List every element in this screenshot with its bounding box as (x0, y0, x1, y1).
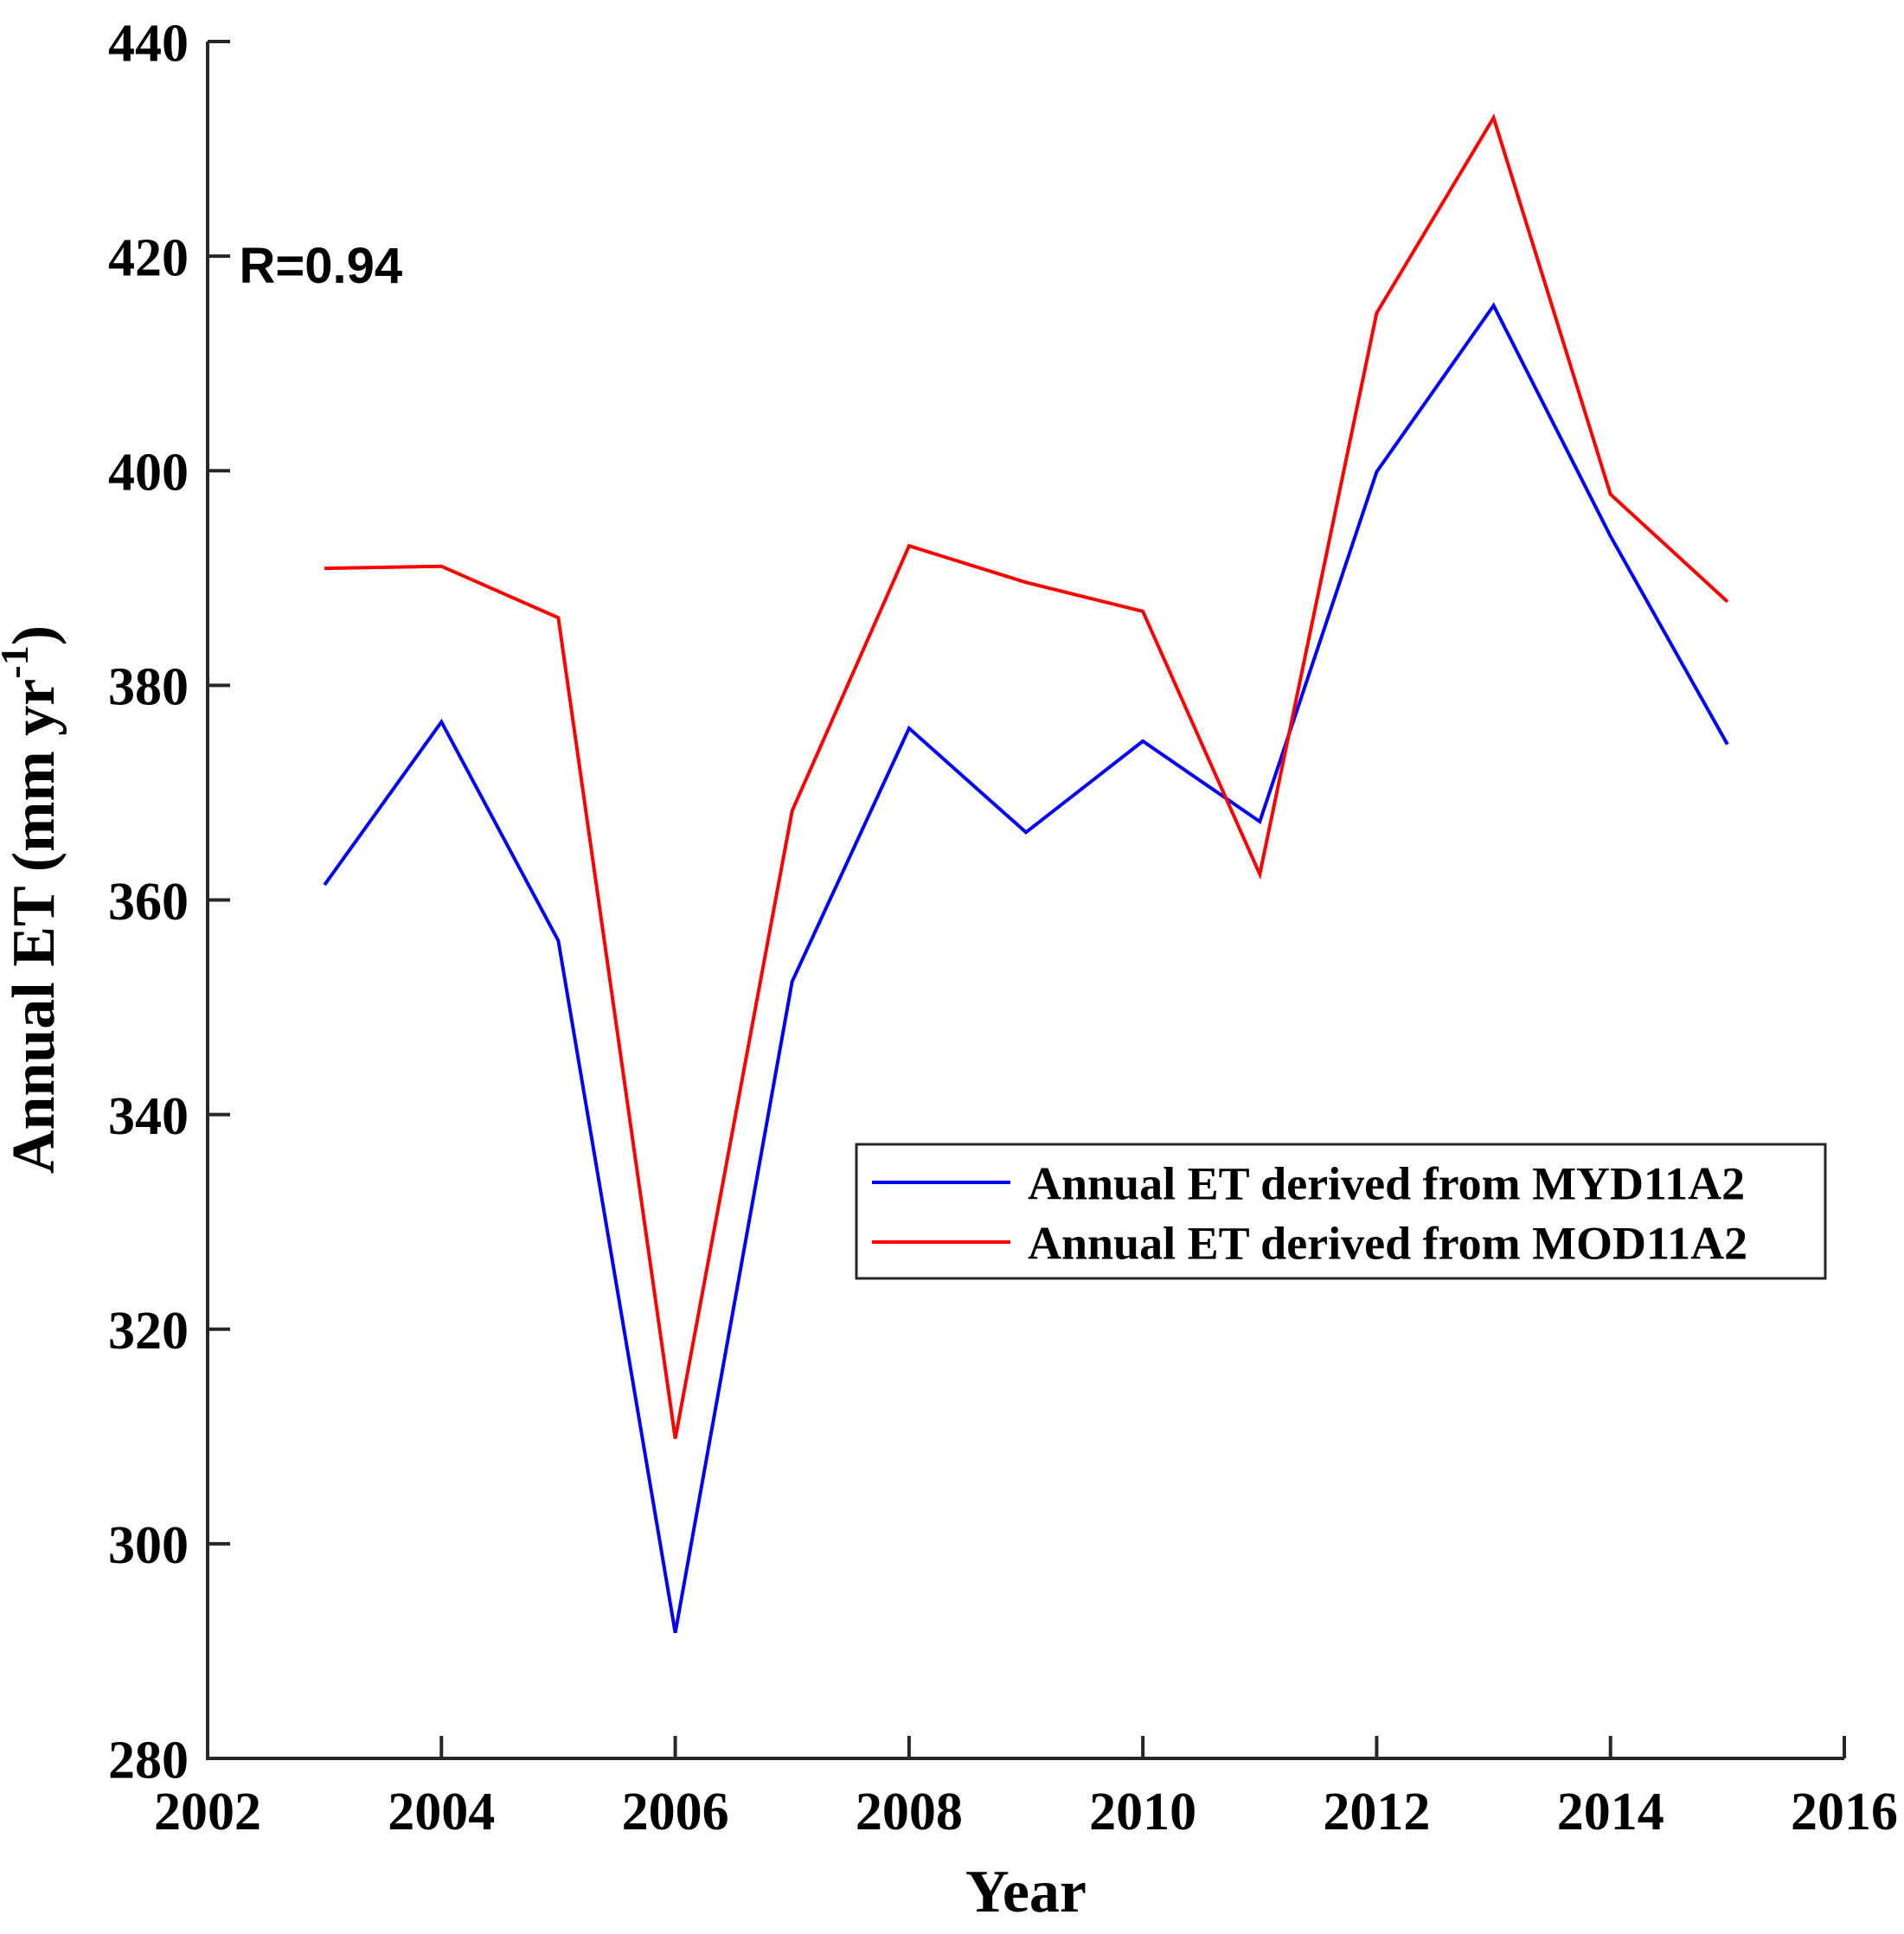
x-axis-tick-label: 2010 (1089, 1783, 1196, 1841)
y-axis-tick-label: 420 (108, 228, 189, 287)
axes-lines (206, 42, 1844, 1760)
correlation-annotation: R=0.94 (239, 238, 402, 294)
y-axis-title: Annual ET (mm yr-1) (0, 625, 67, 1174)
legend-label-myd11a2: Annual ET derived from MYD11A2 (1028, 1157, 1745, 1209)
x-axis-tick-label: 2016 (1791, 1783, 1898, 1841)
x-axis-tick-label: 2008 (856, 1783, 963, 1841)
legend-label-mod11a2: Annual ET derived from MOD11A2 (1028, 1217, 1747, 1269)
y-axis-tick-label: 280 (108, 1731, 189, 1790)
y-axis-tick-label: 400 (108, 444, 189, 503)
y-axis-tick-label: 320 (108, 1302, 189, 1361)
x-axis-title: Year (965, 1859, 1087, 1925)
x-axis-tick-label: 2004 (388, 1783, 495, 1841)
series-line-myd11a2 (323, 302, 1729, 1634)
series-line-mod11a2 (324, 113, 1729, 1439)
y-axis-tick-label: 300 (108, 1516, 189, 1575)
legend-box (855, 1143, 1827, 1280)
x-axis-tick-label: 2002 (154, 1783, 261, 1841)
y-axis-tick-label: 340 (108, 1087, 189, 1146)
x-axis-tick-label: 2006 (622, 1783, 729, 1841)
y-axis-tick-label: 380 (108, 658, 189, 717)
x-axis-tick-label: 2012 (1323, 1783, 1430, 1841)
y-axis-tick-label: 360 (108, 873, 189, 932)
y-axis-tick-label: 440 (108, 14, 189, 73)
x-axis-tick-label: 2014 (1557, 1783, 1664, 1841)
